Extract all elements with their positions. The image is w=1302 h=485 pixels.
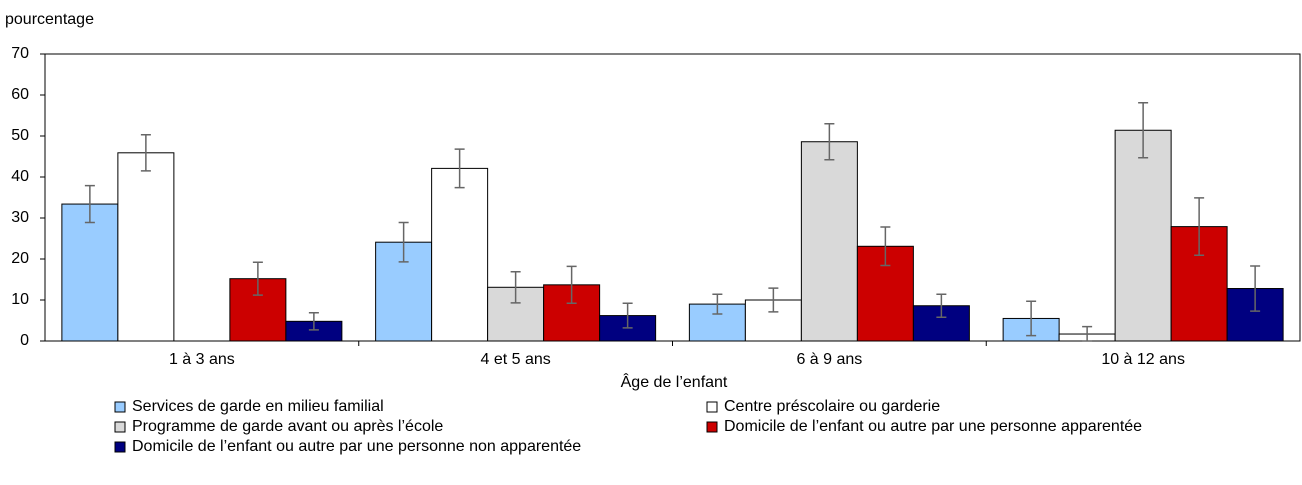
error-bar (252, 261, 263, 296)
x-tick-label: 4 et 5 ans (480, 351, 550, 368)
x-tick-label: 10 à 12 ans (1101, 351, 1185, 368)
error-bar (308, 311, 319, 331)
error-bar (140, 134, 151, 172)
legend-swatch (114, 441, 126, 453)
bar (117, 152, 175, 342)
bar (1114, 129, 1172, 342)
legend-swatch (114, 421, 126, 433)
y-tick-label: 30 (11, 209, 29, 226)
legend-label: Programme de garde avant ou après l’écol… (132, 418, 443, 435)
error-bar (712, 293, 723, 315)
y-axis-label: pourcentage (5, 11, 94, 28)
bar (61, 203, 119, 342)
x-tick-label: 1 à 3 ans (169, 351, 235, 368)
error-bar (398, 221, 409, 263)
error-bar (824, 122, 835, 161)
error-bar (84, 184, 95, 224)
bar (431, 167, 489, 342)
y-tick-label: 40 (11, 168, 29, 185)
error-bar (622, 302, 633, 329)
error-bar (880, 226, 891, 267)
error-bar (510, 270, 521, 304)
x-tick-label: 6 à 9 ans (796, 351, 862, 368)
error-bar (1026, 300, 1037, 337)
legend-label: Domicile de l’enfant ou autre par une pe… (724, 418, 1142, 435)
y-tick-label: 50 (11, 127, 29, 144)
error-bar (936, 293, 947, 318)
error-bar (566, 265, 577, 305)
legend-label: Centre préscolaire ou garderie (724, 398, 940, 415)
y-tick-label: 70 (11, 45, 29, 62)
x-axis-label: Âge de l’enfant (621, 372, 728, 391)
y-tick-label: 60 (11, 86, 29, 103)
error-bar (454, 148, 465, 189)
y-tick-label: 20 (11, 250, 29, 267)
legend-swatch (706, 421, 718, 433)
legend-swatch (114, 401, 126, 413)
y-tick-label: 10 (11, 291, 29, 308)
bar (1170, 226, 1228, 342)
legend-label: Services de garde en milieu familial (132, 398, 384, 415)
error-bar (768, 287, 779, 313)
legend-label: Domicile de l’enfant ou autre par une pe… (132, 438, 581, 455)
legend-swatch (706, 401, 718, 413)
error-bar (1194, 197, 1205, 257)
y-tick-label: 0 (20, 332, 29, 349)
error-bar (1250, 265, 1261, 312)
error-bar (1138, 102, 1149, 159)
error-bar (1082, 325, 1093, 342)
bar (800, 141, 858, 342)
